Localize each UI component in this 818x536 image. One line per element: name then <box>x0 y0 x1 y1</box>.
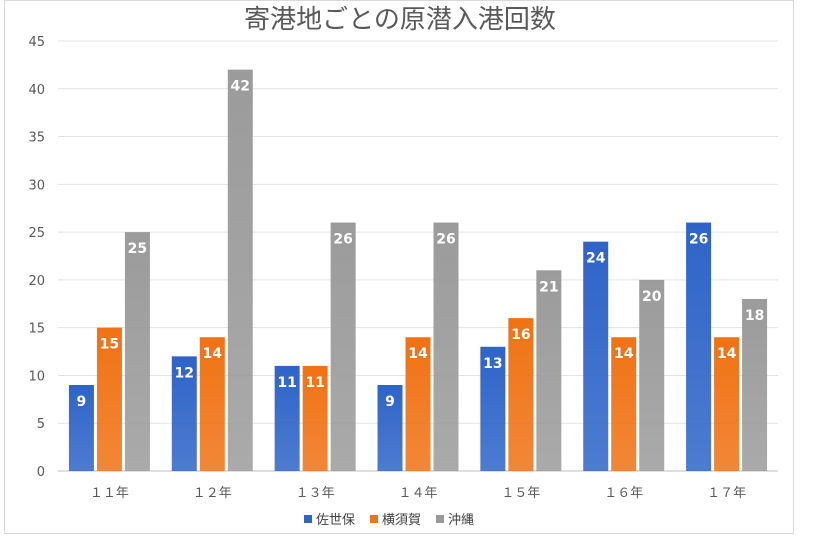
data-label: 24 <box>586 251 606 267</box>
x-tick-label: １２年 <box>193 486 232 501</box>
x-tick-label: １３年 <box>296 486 335 501</box>
bar-沖縄 <box>742 299 768 471</box>
data-label: 11 <box>305 375 324 391</box>
chart-title: 寄港地ごとの原潜入港回数 <box>244 5 556 35</box>
bar-沖縄 <box>330 222 356 471</box>
bars <box>68 69 768 472</box>
x-tick-label: １４年 <box>398 486 437 501</box>
bar-横須賀 <box>508 318 534 471</box>
data-label: 13 <box>483 356 502 372</box>
data-label: 21 <box>539 279 558 295</box>
bar-横須賀 <box>714 337 740 471</box>
x-tick-label: １７年 <box>707 486 746 501</box>
legend-swatch <box>436 515 444 523</box>
data-label: 14 <box>717 346 737 362</box>
bar-佐世保 <box>274 365 300 471</box>
y-axis-ticks: 0 5 10 15 20 25 30 35 40 45 <box>28 35 45 480</box>
x-tick-label: １６年 <box>604 486 643 501</box>
y-tick-label: 40 <box>28 83 45 98</box>
y-tick-label: 5 <box>37 417 45 432</box>
data-labels: 9 15 25 12 14 42 11 11 26 9 14 26 13 16 21 24 14 20 26 14 18 <box>77 79 765 410</box>
legend-label: 沖縄 <box>448 513 474 528</box>
data-label: 14 <box>203 346 223 362</box>
bar-佐世保 <box>480 346 506 471</box>
bar-沖縄 <box>639 279 665 471</box>
bar-沖縄 <box>536 270 562 471</box>
data-label: 14 <box>614 346 634 362</box>
bar-沖縄 <box>227 69 253 472</box>
legend-label: 横須賀 <box>382 513 421 528</box>
y-tick-label: 20 <box>28 274 45 289</box>
chart-border <box>4 0 794 534</box>
legend-swatch <box>370 515 378 523</box>
data-label: 9 <box>385 394 395 410</box>
legend-swatch <box>304 515 312 523</box>
data-label: 11 <box>277 375 296 391</box>
bar-沖縄 <box>433 222 459 471</box>
data-label: 42 <box>231 79 250 95</box>
data-label: 26 <box>689 232 708 248</box>
data-label: 12 <box>175 365 194 381</box>
data-label: 9 <box>77 394 87 410</box>
legend: 佐世保 横須賀 沖縄 <box>304 513 474 528</box>
x-tick-label: １１年 <box>90 486 129 501</box>
bar-佐世保 <box>377 385 403 471</box>
data-label: 14 <box>408 346 428 362</box>
data-label: 26 <box>333 232 352 248</box>
bar-佐世保 <box>171 356 197 471</box>
bar-横須賀 <box>611 337 637 471</box>
bar-佐世保 <box>68 385 94 471</box>
y-tick-label: 15 <box>28 322 45 337</box>
y-tick-label: 10 <box>28 369 45 384</box>
y-tick-label: 30 <box>28 178 45 193</box>
data-label: 20 <box>642 289 662 305</box>
bar-佐世保 <box>686 222 712 471</box>
data-label: 25 <box>128 241 147 257</box>
data-label: 16 <box>511 327 530 343</box>
bar-横須賀 <box>302 365 328 471</box>
y-tick-label: 35 <box>28 131 45 146</box>
x-tick-label: １５年 <box>501 486 540 501</box>
bar-横須賀 <box>199 337 225 471</box>
bar-横須賀 <box>96 327 122 471</box>
bar-佐世保 <box>583 241 609 471</box>
y-tick-label: 25 <box>28 226 45 241</box>
legend-label: 佐世保 <box>316 513 355 528</box>
data-label: 18 <box>745 308 764 324</box>
y-tick-label: 45 <box>28 35 45 50</box>
bar-横須賀 <box>405 337 431 471</box>
data-label: 26 <box>436 232 455 248</box>
y-tick-label: 0 <box>37 465 45 480</box>
x-axis-ticks: １１年 １２年 １３年 １４年 １５年 １６年 １７年 <box>90 486 746 501</box>
bar-沖縄 <box>124 232 150 471</box>
data-label: 15 <box>100 337 119 353</box>
